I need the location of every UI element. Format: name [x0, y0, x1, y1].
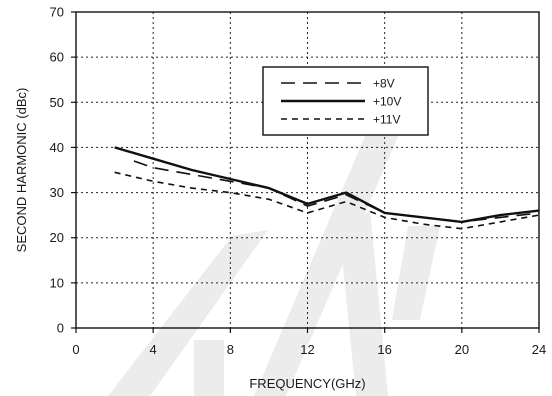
series-line-8Vv	[133, 160, 540, 223]
legend-label: +10V	[373, 95, 401, 109]
x-axis-label: FREQUENCY(GHz)	[249, 376, 365, 391]
watermark-stroke	[392, 226, 440, 320]
watermark-stroke	[108, 230, 268, 396]
y-tick-label: 10	[50, 275, 64, 290]
legend: +8V +10V +11V	[262, 66, 429, 136]
y-axis-ticks: 0 10 20 30 40 50 60 70	[50, 5, 76, 336]
y-tick-label: 50	[50, 95, 64, 110]
x-tick-label: 16	[377, 342, 391, 357]
x-tick-label: 20	[455, 342, 469, 357]
legend-label: +8V	[373, 77, 395, 91]
watermark-stroke	[254, 120, 400, 396]
y-tick-label: 60	[50, 50, 64, 65]
x-tick-label: 24	[532, 342, 546, 357]
y-tick-label: 30	[50, 185, 64, 200]
legend-label: +11V	[373, 113, 400, 127]
watermark-stroke	[340, 210, 388, 396]
series-line-11Vv	[114, 171, 540, 230]
y-tick-label: 20	[50, 230, 64, 245]
x-axis-ticks: 0 4 8 12 16 20 24	[72, 328, 546, 357]
y-axis-label: SECOND HARMONIC (dBc)	[14, 88, 29, 253]
y-tick-label: 40	[50, 140, 64, 155]
x-tick-label: 4	[150, 342, 157, 357]
series-layer	[114, 146, 540, 230]
watermark-stroke	[194, 340, 224, 396]
x-tick-label: 12	[300, 342, 314, 357]
x-tick-label: 0	[72, 342, 79, 357]
watermark-logo	[108, 120, 440, 396]
x-tick-label: 8	[227, 342, 234, 357]
y-tick-label: 70	[50, 5, 64, 20]
series-line-10Vv	[114, 146, 540, 224]
y-tick-label: 0	[57, 321, 64, 336]
